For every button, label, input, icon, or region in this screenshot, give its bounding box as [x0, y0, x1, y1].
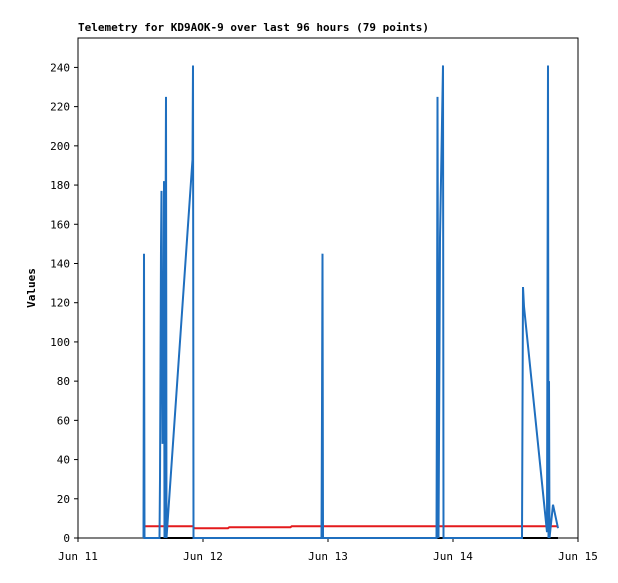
- chart-title: Telemetry for KD9AOK-9 over last 96 hour…: [78, 21, 429, 34]
- y-tick-label: 60: [57, 414, 70, 427]
- series-line: [142, 65, 559, 539]
- y-tick-label: 100: [50, 336, 70, 349]
- y-tick-label: 240: [50, 61, 70, 74]
- y-tick-label: 140: [50, 257, 70, 270]
- series-line: [144, 525, 558, 530]
- x-tick-label: Jun 14: [433, 550, 473, 563]
- y-tick-label: 180: [50, 179, 70, 192]
- x-tick-label: Jun 12: [183, 550, 223, 563]
- plot-frame: [77, 37, 579, 539]
- y-tick-label: 80: [57, 375, 70, 388]
- y-tick-label: 20: [57, 493, 70, 506]
- x-tick-label: Jun 11: [58, 550, 98, 563]
- y-tick-label: 200: [50, 140, 70, 153]
- y-tick-label: 160: [50, 218, 70, 231]
- y-tick-label: 220: [50, 101, 70, 114]
- x-tick-label: Jun 15: [558, 550, 598, 563]
- x-tick-label: Jun 13: [308, 550, 348, 563]
- y-axis-label: Values: [25, 268, 38, 308]
- y-tick-label: 120: [50, 297, 70, 310]
- y-tick-label: 40: [57, 454, 70, 467]
- y-tick-label: 0: [63, 532, 70, 545]
